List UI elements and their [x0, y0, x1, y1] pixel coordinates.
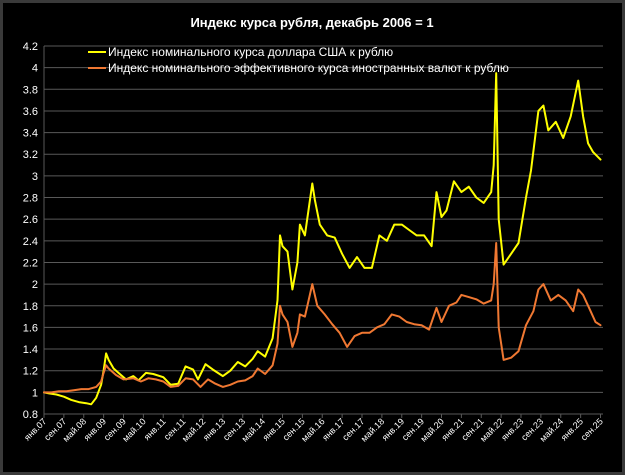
- legend-label-usd: Индекс номинального курса доллара США к …: [108, 45, 393, 59]
- y-tick-label: 3.4: [23, 128, 38, 140]
- y-tick-label: 2.2: [23, 257, 38, 269]
- y-tick-label: 1.6: [23, 322, 38, 334]
- y-tick-label: 0.8: [23, 409, 38, 421]
- grid: [44, 45, 603, 415]
- y-axis: 0.8 1 1.2 1.4 1.6 1.8 2 2.2 2.4 2.6 2.8 3 3.2 3.4 3.6 3…: [23, 41, 45, 421]
- legend: Индекс номинального курса доллара США к …: [88, 45, 509, 75]
- y-tick-label: 2.6: [23, 214, 38, 226]
- y-tick-label: 1: [32, 387, 38, 399]
- y-tick-label: 1.2: [23, 366, 38, 378]
- y-tick-label: 1.4: [23, 344, 38, 356]
- y-tick-label: 4: [32, 63, 38, 75]
- series-line-neer: [43, 242, 602, 394]
- y-tick-label: 2.4: [23, 236, 38, 248]
- y-tick-label: 3.8: [23, 84, 38, 96]
- y-tick-label: 2.8: [23, 193, 38, 205]
- y-tick-label: 3.2: [23, 149, 38, 161]
- series-lines: [43, 72, 602, 406]
- y-tick-label: 2: [32, 279, 38, 291]
- chart-title: Индекс курса рубля, декабрь 2006 = 1: [190, 15, 433, 30]
- y-tick-label: 3: [32, 171, 38, 183]
- y-tick-label: 3.6: [23, 106, 38, 118]
- y-tick-label: 1.8: [23, 301, 38, 313]
- y-tick-label: 4.2: [23, 41, 38, 53]
- legend-label-neer: Индекс номинального эффективного курса и…: [108, 61, 509, 75]
